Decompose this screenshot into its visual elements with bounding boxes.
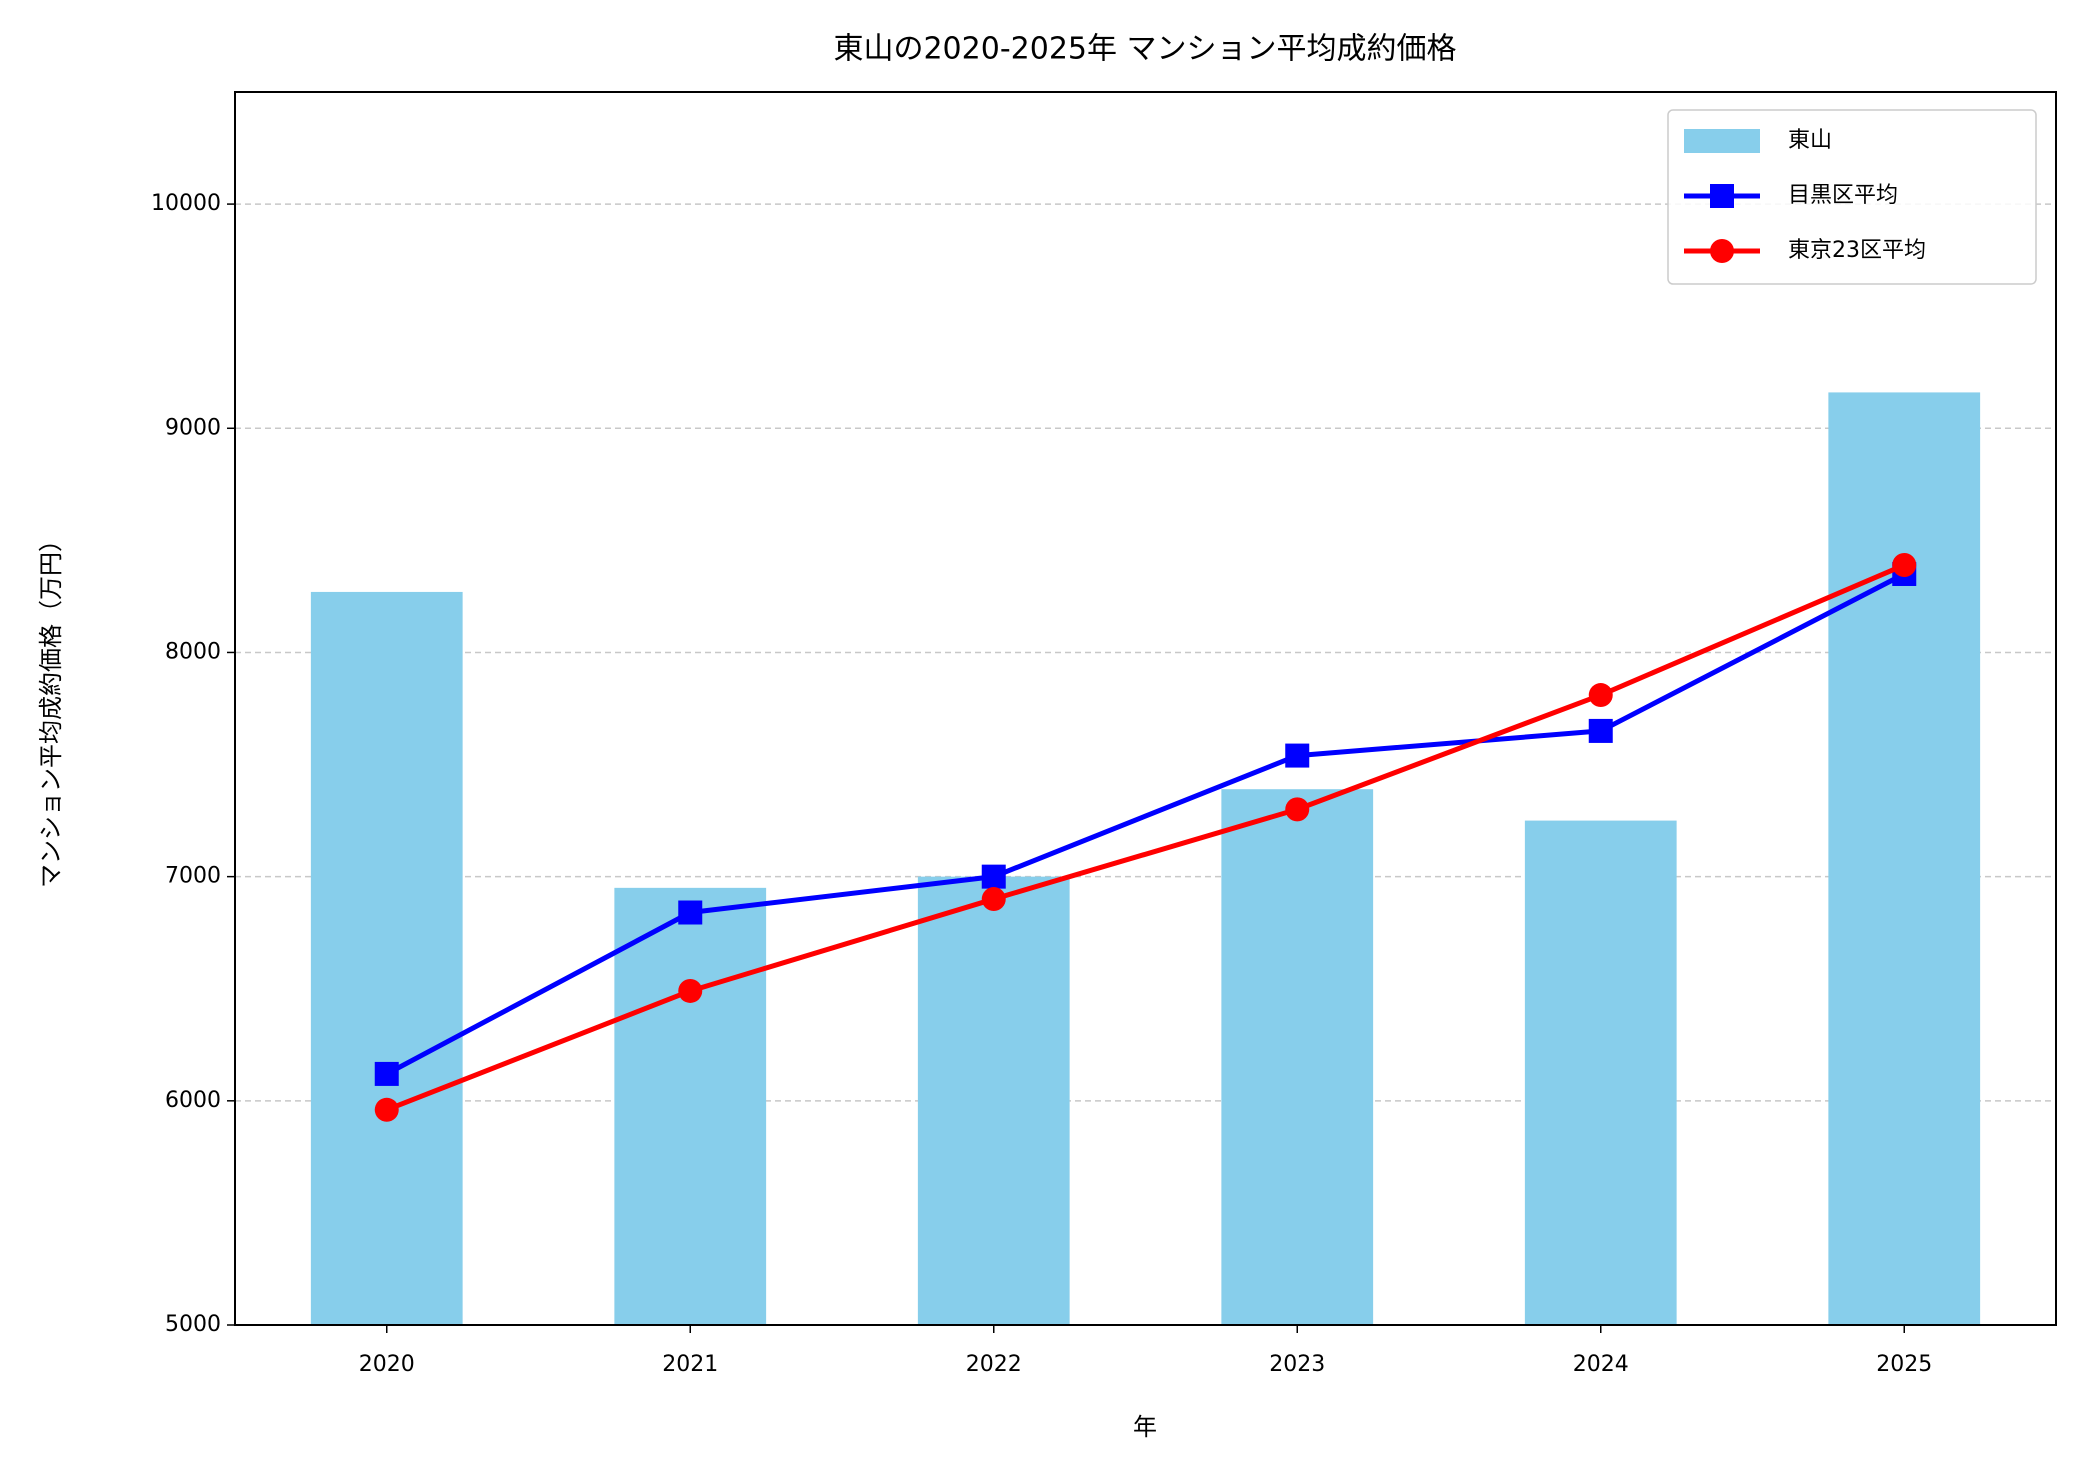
bar (1524, 820, 1677, 1325)
bar (917, 876, 1070, 1325)
bar (310, 591, 463, 1325)
marker (1285, 797, 1310, 822)
legend-label: 東京23区平均 (1788, 238, 1926, 263)
x-axis-label: 年 (1133, 1413, 1157, 1441)
y-axis-label: マンション平均成約価格（万円） (37, 528, 65, 888)
legend-label: 東山 (1788, 128, 1832, 153)
x-tick-label: 2022 (966, 1352, 1022, 1377)
y-tick-label: 5000 (165, 1312, 221, 1337)
x-tick-label: 2020 (359, 1352, 415, 1377)
marker (374, 1097, 399, 1122)
plot-frame (234, 91, 2057, 1326)
x-tick-label: 2024 (1573, 1352, 1629, 1377)
marker (981, 864, 1006, 889)
y-tick-label: 9000 (165, 415, 221, 440)
legend-box (1667, 109, 2037, 285)
bar (1221, 789, 1374, 1325)
marker (1588, 718, 1613, 743)
x-tick-label: 2023 (1269, 1352, 1325, 1377)
y-tick-label: 10000 (151, 191, 221, 216)
x-tick-label: 2021 (662, 1352, 718, 1377)
legend-label: 目黒区平均 (1788, 183, 1898, 208)
y-tick-label: 7000 (165, 864, 221, 889)
legend-swatch (1684, 129, 1760, 153)
marker (678, 900, 703, 925)
marker (1285, 743, 1310, 768)
line (385, 562, 1906, 1113)
marker (678, 978, 703, 1003)
marker (981, 887, 1006, 912)
marker (1588, 683, 1613, 708)
line (385, 571, 1906, 1077)
y-tick-label: 6000 (165, 1088, 221, 1113)
y-tick-label: 8000 (165, 639, 221, 664)
legend-marker (1710, 184, 1734, 208)
legend-marker (1710, 239, 1734, 263)
bar (1828, 392, 1981, 1325)
bar (614, 887, 767, 1325)
chart-title: 東山の2020-2025年 マンション平均成約価格 (833, 32, 1456, 67)
x-tick-label: 2025 (1876, 1352, 1932, 1377)
marker (1892, 553, 1917, 578)
marker (374, 1061, 399, 1086)
